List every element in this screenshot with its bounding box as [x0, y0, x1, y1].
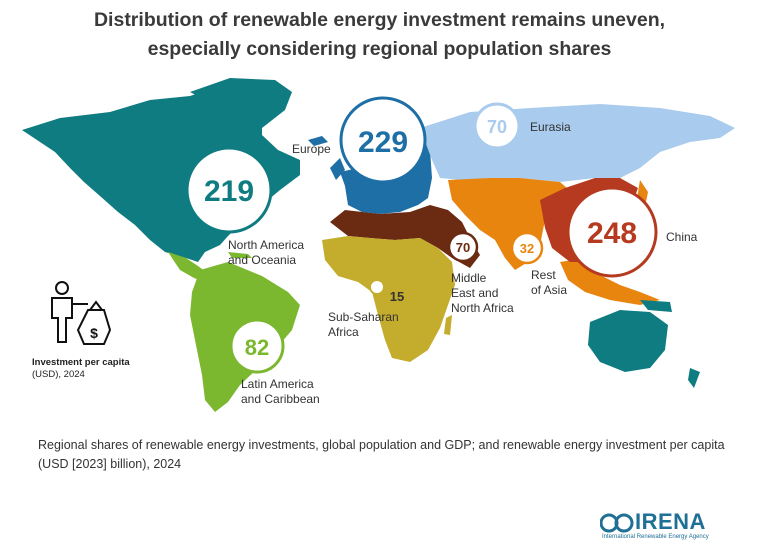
marker-eurasia: 70: [473, 102, 521, 150]
legend-label: Investment per capita: [32, 357, 130, 368]
marker-mena: 70: [447, 231, 479, 263]
value-mena: 70: [456, 240, 470, 255]
marker-europe: 229: [339, 96, 427, 184]
label-north-america-2: and Oceania: [228, 253, 296, 267]
svg-text:$: $: [90, 325, 98, 341]
value-china: 248: [587, 217, 637, 250]
value-north-america: 219: [204, 175, 254, 208]
chart-title: Distribution of renewable energy investm…: [0, 6, 759, 64]
logo-subtitle: International Renewable Energy Agency: [602, 534, 709, 540]
marker-sub-saharan: 15: [369, 279, 404, 304]
value-rest-of-asia: 32: [520, 241, 534, 256]
region-eurasia-shape: [420, 104, 735, 182]
person-with-money-bag-icon: $: [51, 281, 112, 345]
papua-shape: [640, 300, 672, 312]
new-zealand-shape: [688, 368, 700, 388]
label-mena-3: North Africa: [451, 301, 514, 315]
irena-logo: IRENA International Renewable Energy Age…: [600, 509, 730, 545]
label-sub-saharan-2: Africa: [328, 325, 359, 339]
uk-shape: [330, 158, 345, 180]
label-mena-1: Middle: [451, 271, 487, 285]
label-europe: Europe: [292, 142, 331, 156]
value-sub-saharan: 15: [390, 289, 404, 304]
value-latin-america: 82: [245, 335, 269, 360]
title-line-2: especially considering regional populati…: [147, 38, 612, 60]
madagascar-shape: [444, 315, 452, 335]
marker-rest-of-asia: 32: [510, 231, 544, 265]
label-mena-2: East and: [451, 286, 498, 300]
title-line-1: Distribution of renewable energy investm…: [93, 9, 666, 31]
marker-china: 248: [566, 186, 658, 278]
iceland-shape: [308, 136, 328, 146]
southeast-asia-shape: [560, 258, 660, 305]
value-europe: 229: [358, 126, 408, 159]
label-china: China: [666, 230, 698, 244]
marker-latin-america: 82: [229, 318, 285, 374]
label-latin-america-1: Latin America: [241, 377, 314, 391]
value-eurasia: 70: [487, 117, 507, 137]
legend-unit: (USD), 2024: [32, 369, 85, 380]
label-north-america-1: North America: [228, 238, 304, 252]
greenland-shape: [190, 78, 292, 128]
caption: Regional shares of renewable energy inve…: [38, 438, 725, 471]
region-sub-saharan-shape: [322, 236, 455, 362]
irena-logo-icon: [600, 513, 634, 533]
marker-north-america: 219: [185, 146, 273, 234]
region-mena-shape: [330, 205, 480, 268]
label-sub-saharan-1: Sub-Saharan: [328, 310, 399, 324]
caribbean-shape: [228, 252, 252, 258]
label-rest-of-asia-2: of Asia: [531, 283, 567, 297]
logo-wordmark: IRENA: [635, 509, 706, 534]
legend: Investment per capita (USD), 2024: [32, 357, 130, 381]
label-eurasia: Eurasia: [530, 120, 571, 134]
label-latin-america-2: and Caribbean: [241, 392, 320, 406]
label-rest-of-asia-1: Rest: [531, 268, 556, 282]
region-australia-shape: [588, 310, 668, 372]
